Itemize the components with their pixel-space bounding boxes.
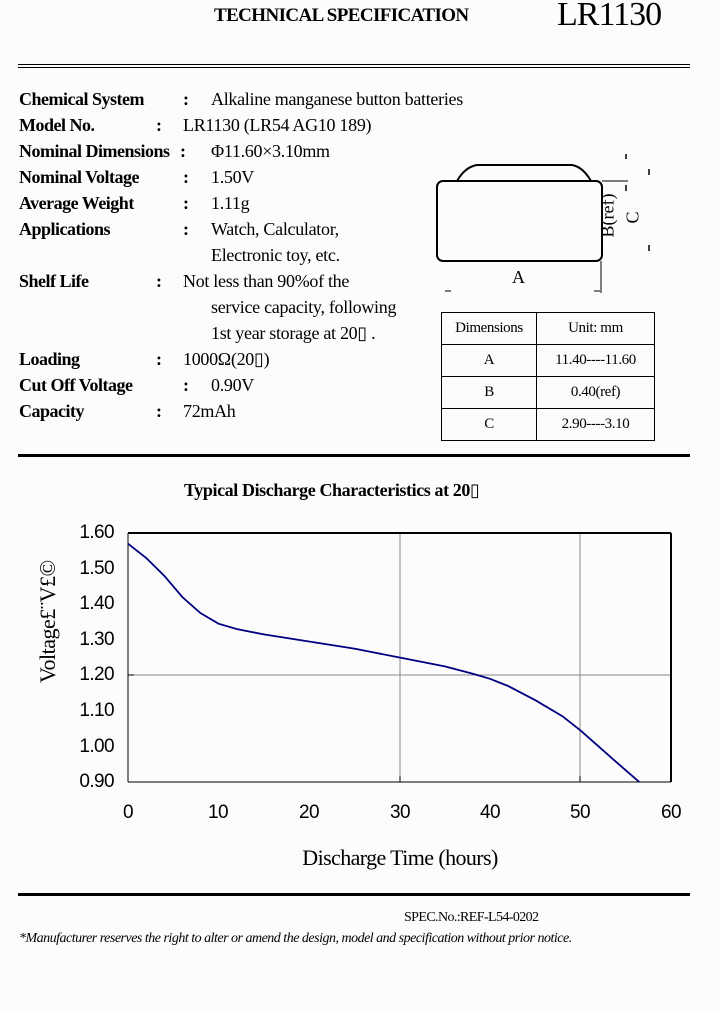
spec-label: Nominal Dimensions xyxy=(19,141,170,161)
y-tick: 1.10 xyxy=(79,700,114,721)
discharge-curve xyxy=(127,542,640,783)
spec-colon: : xyxy=(183,219,189,239)
y-tick: 0.90 xyxy=(79,771,114,792)
spec-value: Φ11.60×3.10mm xyxy=(211,141,330,161)
battery-dimension-diagram xyxy=(436,154,650,293)
spec-colon: : xyxy=(183,89,189,109)
spec-label: Nominal Voltage xyxy=(19,167,140,187)
spec-colon: : xyxy=(156,349,162,369)
spec-label: Chemical System xyxy=(19,89,144,109)
spec-value: 0.90V xyxy=(211,375,254,395)
spec-value: 1.50V xyxy=(211,167,254,187)
document-title: TECHNICAL SPECIFICATION xyxy=(214,5,469,26)
spec-value: Alkaline manganese button batteries xyxy=(211,89,463,109)
x-tick: 20 xyxy=(299,802,320,823)
header-divider xyxy=(18,64,690,68)
spec-colon: : xyxy=(156,401,162,421)
x-tick: 10 xyxy=(208,802,229,823)
chart-title: Typical Discharge Characteristics at 20▯ xyxy=(184,480,480,500)
spec-colon: : xyxy=(183,193,189,213)
spec-value: Watch, Calculator, xyxy=(211,219,339,239)
spec-label: Average Weight xyxy=(19,193,134,213)
section-divider xyxy=(18,454,690,457)
spec-value: Not less than 90%of the xyxy=(183,271,350,291)
dimensions-table: Dimensions Unit: mm A 11.40----11.60 B 0… xyxy=(441,312,655,441)
disclaimer-notice: *Manufacturer reserves the right to alte… xyxy=(19,931,572,946)
table-cell: A xyxy=(441,344,537,377)
footer-divider xyxy=(18,893,690,896)
table-cell: B xyxy=(441,376,537,409)
table-header-cell: Unit: mm xyxy=(536,312,655,345)
table-cell: C xyxy=(441,408,537,441)
discharge-chart-plot xyxy=(127,532,672,783)
table-cell: 2.90----3.10 xyxy=(536,408,655,441)
spec-colon: : xyxy=(183,167,189,187)
x-tick: 40 xyxy=(480,802,501,823)
table-cell: 0.40(ref) xyxy=(536,376,655,409)
spec-label: Loading xyxy=(19,349,80,369)
table-header-row: Dimensions Unit: mm xyxy=(441,312,655,345)
y-tick: 1.60 xyxy=(79,522,114,543)
spec-value: 1.11g xyxy=(211,193,250,213)
spec-number: SPEC.No.:REF-L54-0202 xyxy=(404,910,539,925)
spec-label: Shelf Life xyxy=(19,271,89,291)
spec-applications-continuation: Electronic toy, etc. xyxy=(211,245,340,265)
x-tick: 60 xyxy=(661,802,682,823)
spec-shelf-life-continuation: service capacity, following xyxy=(211,297,397,317)
x-tick: 0 xyxy=(123,802,134,823)
spec-label: Applications xyxy=(19,219,111,239)
model-number-heading: LR1130 xyxy=(557,0,662,33)
table-cell: 11.40----11.60 xyxy=(536,344,655,377)
spec-shelf-life-continuation: 1st year storage at 20▯ . xyxy=(211,323,376,343)
x-tick: 30 xyxy=(390,802,411,823)
y-tick: 1.30 xyxy=(79,629,114,650)
diagram-label-a: A xyxy=(512,267,525,287)
table-row: B 0.40(ref) xyxy=(441,376,655,409)
spec-value: LR1130 (LR54 AG10 189) xyxy=(183,115,372,135)
x-tick: 50 xyxy=(570,802,591,823)
x-axis-label: Discharge Time (hours) xyxy=(302,845,498,870)
y-tick: 1.00 xyxy=(79,736,114,757)
spec-colon: : xyxy=(156,271,162,291)
spec-label: Model No. xyxy=(19,115,95,135)
spec-value: 72mAh xyxy=(183,401,236,421)
y-tick: 1.20 xyxy=(79,664,114,685)
y-tick: 1.40 xyxy=(79,593,114,614)
spec-colon: : xyxy=(156,115,162,135)
spec-value: 1000Ω(20▯) xyxy=(183,349,270,369)
spec-colon: : xyxy=(180,141,186,161)
spec-label: Capacity xyxy=(19,401,85,421)
spec-label: Cut Off Voltage xyxy=(19,375,133,395)
y-tick: 1.50 xyxy=(79,558,114,579)
table-row: A 11.40----11.60 xyxy=(441,344,655,377)
spec-colon: : xyxy=(183,375,189,395)
table-row: C 2.90----3.10 xyxy=(441,408,655,441)
